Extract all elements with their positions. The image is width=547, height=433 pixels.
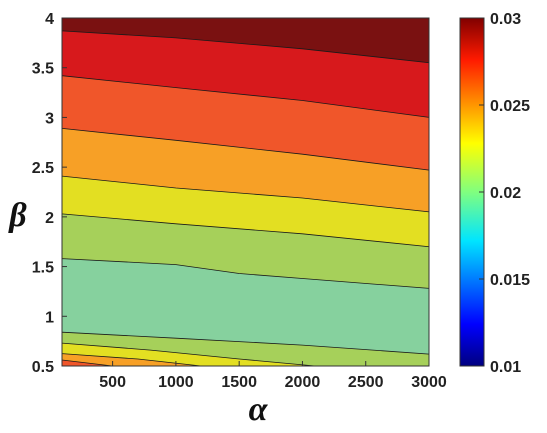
colorbar-ticks: 0.01 0.015 0.02 0.025 0.03 bbox=[479, 11, 530, 376]
y-tick-label: 2.5 bbox=[32, 160, 54, 177]
x-tick-label: 1500 bbox=[221, 374, 257, 391]
colorbar: 0.01 0.015 0.02 0.025 0.03 bbox=[459, 11, 530, 376]
y-tick-label: 1 bbox=[45, 309, 54, 326]
x-axis-label: α bbox=[249, 391, 269, 428]
y-tick-label: 2 bbox=[45, 210, 54, 227]
y-tick-label: 1.5 bbox=[32, 260, 54, 277]
y-tick-label: 4 bbox=[45, 11, 54, 28]
colorbar-tick-label: 0.02 bbox=[490, 185, 521, 202]
x-tick-label: 2000 bbox=[285, 374, 321, 391]
y-tick-label: 3 bbox=[45, 110, 54, 127]
contour-bands bbox=[61, 18, 430, 367]
plot-frame bbox=[61, 17, 430, 367]
colorbar-tick-label: 0.01 bbox=[490, 359, 521, 376]
y-axis-ticks: 0.5 1 1.5 2 2.5 3 3.5 4 bbox=[32, 11, 67, 376]
colorbar-tick-label: 0.025 bbox=[490, 98, 530, 115]
x-tick-label: 3000 bbox=[411, 374, 447, 391]
colorbar-tick-label: 0.03 bbox=[490, 11, 521, 28]
colorbar-tick-label: 0.015 bbox=[490, 272, 530, 289]
x-tick-label: 2500 bbox=[348, 374, 384, 391]
x-tick-label: 1000 bbox=[158, 374, 194, 391]
y-tick-label: 3.5 bbox=[32, 61, 54, 78]
x-axis-ticks: 500 1000 1500 2000 2500 3000 bbox=[99, 361, 447, 391]
y-tick-label: 0.5 bbox=[32, 359, 54, 376]
x-tick-label: 500 bbox=[99, 374, 126, 391]
y-axis-label: β bbox=[7, 197, 27, 234]
